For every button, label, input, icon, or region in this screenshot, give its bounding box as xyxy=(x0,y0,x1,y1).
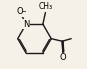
Text: N: N xyxy=(23,20,29,29)
Text: O: O xyxy=(60,53,66,63)
Text: O: O xyxy=(17,7,24,16)
Text: −: − xyxy=(21,8,26,13)
Text: CH₃: CH₃ xyxy=(39,2,53,11)
